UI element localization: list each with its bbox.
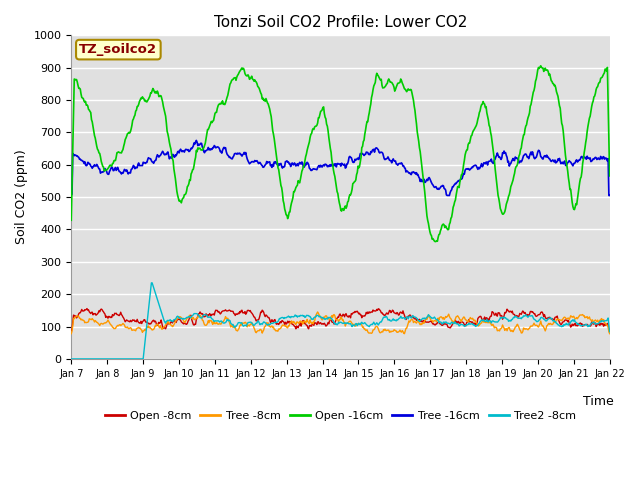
Title: Tonzi Soil CO2 Profile: Lower CO2: Tonzi Soil CO2 Profile: Lower CO2 <box>214 15 467 30</box>
X-axis label: Time: Time <box>584 395 614 408</box>
Y-axis label: Soil CO2 (ppm): Soil CO2 (ppm) <box>15 150 28 244</box>
Legend: Open -8cm, Tree -8cm, Open -16cm, Tree -16cm, Tree2 -8cm: Open -8cm, Tree -8cm, Open -16cm, Tree -… <box>100 407 580 425</box>
Text: TZ_soilco2: TZ_soilco2 <box>79 43 157 56</box>
